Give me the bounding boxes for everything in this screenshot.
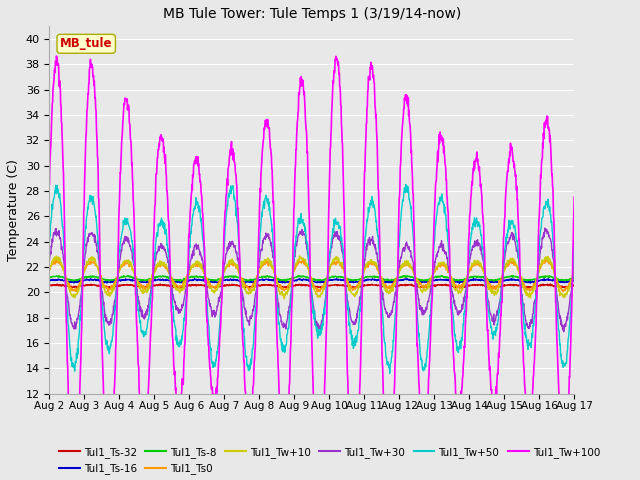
Tul1_Ts-16 [86, 277, 94, 283]
Tul1_Tw+30 [344, 300, 352, 306]
Tul1_Tw+30 [560, 329, 568, 335]
Tul1_Tw+30 [541, 225, 548, 231]
Tul1_Ts-32 [456, 285, 463, 291]
Tul1_Tw+30 [289, 279, 296, 285]
Tul1_Tw+30 [108, 320, 115, 326]
Tul1_Ts0 [314, 289, 321, 295]
Tul1_Tw+100 [570, 194, 578, 200]
Tul1_Tw+50 [45, 239, 53, 244]
Tul1_Tw+30 [86, 230, 94, 236]
Tul1_Tw+100 [86, 57, 94, 62]
Tul1_Tw+50 [279, 349, 287, 355]
Tul1_Ts-8 [344, 276, 352, 282]
Tul1_Ts-32 [280, 284, 287, 290]
Tul1_Ts-8 [509, 273, 517, 278]
Tul1_Tw+10 [345, 285, 353, 290]
Tul1_Ts0 [108, 288, 115, 293]
Tul1_Ts0 [268, 264, 276, 270]
Line: Tul1_Ts0: Tul1_Ts0 [49, 259, 574, 292]
Tul1_Ts-32 [344, 284, 352, 289]
Tul1_Ts-16 [108, 279, 115, 285]
Y-axis label: Temperature (C): Temperature (C) [7, 159, 20, 261]
Tul1_Ts-8 [280, 277, 287, 283]
Tul1_Ts-8 [570, 275, 578, 281]
Legend: Tul1_Ts-32, Tul1_Ts-16, Tul1_Ts-8, Tul1_Ts0, Tul1_Tw+10, Tul1_Tw+30, Tul1_Tw+50,: Tul1_Ts-32, Tul1_Ts-16, Tul1_Ts-8, Tul1_… [54, 443, 604, 478]
Tul1_Ts-16 [279, 279, 287, 285]
Tul1_Tw+100 [52, 53, 60, 59]
Tul1_Tw+10 [108, 291, 115, 297]
Title: MB Tule Tower: Tule Temps 1 (3/19/14-now): MB Tule Tower: Tule Temps 1 (3/19/14-now… [163, 7, 461, 21]
Tul1_Tw+10 [279, 292, 287, 298]
Tul1_Tw+30 [570, 256, 578, 262]
Tul1_Tw+100 [269, 178, 276, 184]
Tul1_Ts-16 [268, 277, 276, 283]
Tul1_Ts-16 [344, 278, 352, 284]
Tul1_Tw+50 [268, 229, 276, 235]
Tul1_Ts-32 [570, 283, 578, 288]
Tul1_Tw+100 [108, 453, 116, 458]
Tul1_Ts-32 [156, 281, 164, 287]
Tul1_Tw+10 [86, 257, 94, 263]
Tul1_Tw+30 [45, 257, 53, 263]
Tul1_Tw+100 [289, 264, 296, 270]
Tul1_Ts-16 [470, 276, 477, 281]
Tul1_Tw+50 [86, 193, 94, 199]
Tul1_Ts-8 [45, 274, 53, 280]
Tul1_Ts-32 [86, 282, 94, 288]
Tul1_Ts-8 [108, 277, 115, 283]
Tul1_Tw+10 [289, 275, 296, 281]
Tul1_Ts-8 [86, 274, 94, 280]
Tul1_Ts-32 [289, 283, 296, 289]
Tul1_Ts0 [289, 274, 296, 279]
Tul1_Tw+10 [45, 267, 53, 273]
Tul1_Ts-16 [456, 280, 463, 286]
Tul1_Ts-8 [177, 278, 184, 284]
Tul1_Tw+50 [289, 275, 296, 281]
Tul1_Tw+100 [45, 181, 53, 187]
Line: Tul1_Ts-8: Tul1_Ts-8 [49, 276, 574, 281]
Tul1_Ts-32 [45, 282, 53, 288]
Tul1_Ts-8 [269, 275, 276, 280]
Line: Tul1_Tw+10: Tul1_Tw+10 [49, 256, 574, 299]
Tul1_Ts0 [541, 256, 549, 262]
Tul1_Ts-32 [108, 284, 115, 289]
Tul1_Tw+30 [279, 322, 287, 328]
Tul1_Tw+30 [268, 249, 276, 254]
Tul1_Ts-16 [570, 277, 578, 283]
Tul1_Tw+10 [570, 267, 578, 273]
Tul1_Ts0 [279, 285, 287, 291]
Tul1_Ts0 [45, 265, 53, 271]
Tul1_Ts-16 [45, 277, 53, 283]
Text: MB_tule: MB_tule [60, 37, 113, 50]
Tul1_Tw+50 [402, 181, 410, 187]
Tul1_Ts-32 [269, 283, 276, 289]
Tul1_Ts0 [570, 265, 578, 271]
Tul1_Tw+50 [344, 304, 352, 310]
Tul1_Tw+50 [108, 338, 115, 344]
Line: Tul1_Ts-16: Tul1_Ts-16 [49, 278, 574, 283]
Line: Tul1_Tw+100: Tul1_Tw+100 [49, 56, 574, 480]
Tul1_Ts0 [86, 258, 94, 264]
Line: Tul1_Ts-32: Tul1_Ts-32 [49, 284, 574, 288]
Tul1_Tw+10 [280, 296, 288, 302]
Tul1_Tw+50 [570, 234, 578, 240]
Tul1_Tw+100 [280, 455, 287, 460]
Tul1_Tw+100 [344, 398, 352, 404]
Tul1_Ts-16 [289, 278, 296, 284]
Tul1_Ts0 [344, 282, 352, 288]
Tul1_Tw+10 [296, 253, 303, 259]
Line: Tul1_Tw+30: Tul1_Tw+30 [49, 228, 574, 332]
Tul1_Ts-8 [289, 276, 296, 281]
Line: Tul1_Tw+50: Tul1_Tw+50 [49, 184, 574, 373]
Tul1_Tw+10 [268, 266, 276, 272]
Tul1_Tw+50 [386, 371, 394, 376]
